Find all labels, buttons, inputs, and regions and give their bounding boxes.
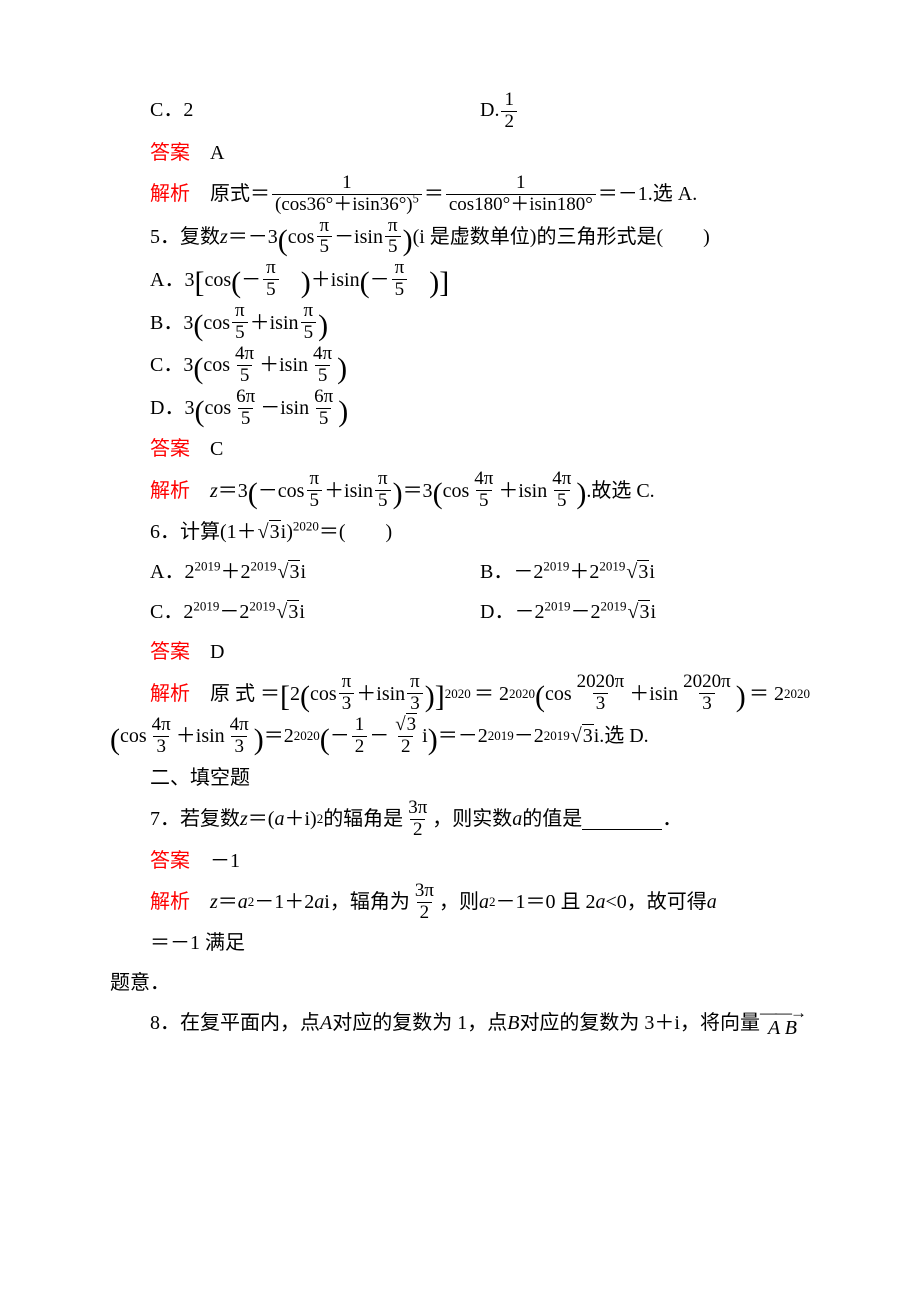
q7-answer: －1 xyxy=(210,850,240,872)
q6-opt-c: C．22019－220193i xyxy=(150,592,480,632)
analysis-label: 解析 xyxy=(150,674,190,714)
q4-sol-tail: ＝－1.选 A. xyxy=(598,174,697,214)
section-fill-heading: 二、填空题 xyxy=(110,758,810,798)
q7-analysis: 解析 z ＝ a2 －1＋2ai，辐角为 3π2 ，则 a2－1＝0 且 2a<… xyxy=(110,881,810,964)
analysis-label: 解析 xyxy=(150,882,190,922)
q5-answer-row: 答案 C xyxy=(110,429,810,469)
fill-blank xyxy=(582,809,662,830)
q7-stem: 7．若复数 z ＝(a＋i)2 的辐角是 3π2 ，则实数 a 的值是 ． xyxy=(110,798,810,841)
q6-row-cd: C．22019－220193i D．－22019－220193i xyxy=(110,592,810,632)
q4-options-cd: C．2 D.12 xyxy=(110,90,810,133)
q6-answer: D xyxy=(210,641,224,663)
q4-frac2: 1 cos180°＋isin180° xyxy=(446,173,596,216)
q6-answer-row: 答案 D xyxy=(110,632,810,672)
q4-d-frac: 12 xyxy=(501,90,517,133)
answer-label: 答案 xyxy=(150,438,190,460)
q8-stem: 8．在复平面内，点 A 对应的复数为 1，点 B 对应的复数为 3＋i，将向量 … xyxy=(110,1003,810,1043)
q6-stem: 6．计算(1＋3i)2020＝( ) xyxy=(110,512,810,552)
q4-answer: A xyxy=(210,142,224,164)
q5-opt-b: B．3 ( cos π5 ＋isin π5 ) xyxy=(110,301,810,344)
vector-ab: ——→ A B xyxy=(760,1008,805,1038)
q6-analysis-l2: ( cos 4π3 ＋isin 4π3 ) ＝22020 ( －12 －32i … xyxy=(110,715,810,758)
q4-option-d: D.12 xyxy=(480,90,810,133)
q5-answer: C xyxy=(210,438,223,460)
q5-opt-d: D．3 ( cos 6π5 －isin 6π5 ) xyxy=(110,387,810,430)
q4-d-prefix: D. xyxy=(480,99,499,121)
q5-opt-a: A．3 [ cos (－π5 ) ＋isin (－π5 ) ] xyxy=(110,258,810,301)
page: C．2 D.12 答案 A 解析 原式＝ 1 (cos36°＋isin36°)5… xyxy=(0,0,920,1302)
q5-opt-c: C．3 ( cos 4π5 ＋isin 4π5 ) xyxy=(110,344,810,387)
analysis-label: 解析 xyxy=(150,471,190,511)
q6-opt-d: D．－22019－220193i xyxy=(480,592,810,632)
q5-stem: 5．复数 z ＝－3 ( cos π5 －isin π5 ) (i 是虚数单位)… xyxy=(110,216,810,259)
q5-analysis: 解析 z ＝3 ( －cos π5 ＋isin π5 ) ＝3 ( cos 4π… xyxy=(110,469,810,512)
q7-analysis-tail: 题意． xyxy=(110,963,810,1003)
answer-label: 答案 xyxy=(150,142,190,164)
q6-row-ab: A．22019＋220193i B．－22019＋220193i xyxy=(110,552,810,592)
q4-answer-row: 答案 A xyxy=(110,133,810,173)
q6-opt-a: A．22019＋220193i xyxy=(150,552,480,592)
answer-label: 答案 xyxy=(150,850,190,872)
q4-frac1: 1 (cos36°＋isin36°)5 xyxy=(272,173,422,216)
q6-opt-b: B．－22019＋220193i xyxy=(480,552,810,592)
q4-sol-head: 原式＝ xyxy=(210,174,270,214)
analysis-label: 解析 xyxy=(150,174,190,214)
q6-analysis-l1: 解析 原 式 ＝ [ 2 ( cos π3 ＋isin π3 ) ]2020 ＝… xyxy=(110,672,810,715)
q4-option-c: C．2 xyxy=(150,90,480,133)
answer-label: 答案 xyxy=(150,641,190,663)
q4-analysis: 解析 原式＝ 1 (cos36°＋isin36°)5 ＝ 1 cos180°＋i… xyxy=(110,173,810,216)
q7-answer-row: 答案 －1 xyxy=(110,841,810,881)
